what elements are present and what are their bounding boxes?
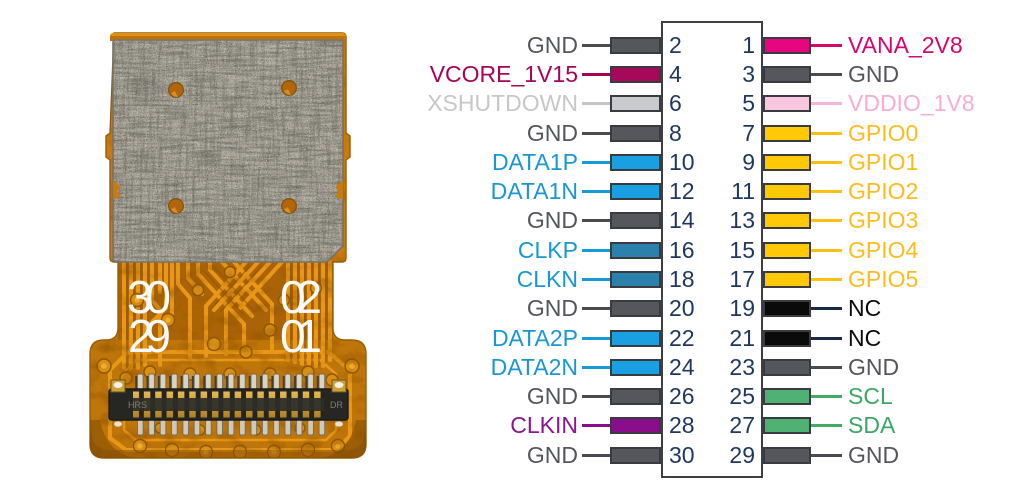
svg-text:30: 30 <box>127 271 171 323</box>
svg-text:01: 01 <box>280 310 322 362</box>
svg-text:DR: DR <box>330 400 343 410</box>
svg-text:HRS: HRS <box>128 400 147 410</box>
svg-text:29: 29 <box>128 310 171 362</box>
svg-text:02: 02 <box>280 271 322 323</box>
